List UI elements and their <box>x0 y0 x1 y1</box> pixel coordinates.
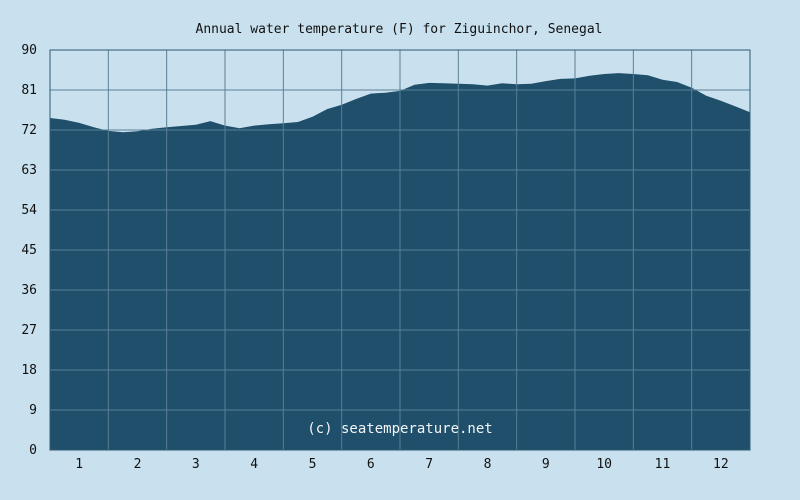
watermark: (c) seatemperature.net <box>307 421 492 437</box>
chart-title: Annual water temperature (F) for Ziguinc… <box>196 22 603 37</box>
y-tick-label: 81 <box>21 83 37 98</box>
x-tick-label: 1 <box>75 457 83 472</box>
x-tick-label: 2 <box>134 457 142 472</box>
x-tick-label: 12 <box>713 457 729 472</box>
y-tick-label: 9 <box>29 403 37 418</box>
x-tick-label: 8 <box>484 457 492 472</box>
x-tick-label: 5 <box>309 457 317 472</box>
x-tick-label: 4 <box>250 457 258 472</box>
y-tick-label: 90 <box>21 43 37 58</box>
y-tick-label: 45 <box>21 243 37 258</box>
y-tick-label: 63 <box>21 163 37 178</box>
y-tick-label: 36 <box>21 283 37 298</box>
plot-border <box>49 49 751 451</box>
y-tick-label: 18 <box>21 363 37 378</box>
x-tick-label: 7 <box>425 457 433 472</box>
x-tick-label: 6 <box>367 457 375 472</box>
y-tick-label: 27 <box>21 323 37 338</box>
x-tick-label: 10 <box>596 457 612 472</box>
x-tick-label: 11 <box>655 457 671 472</box>
x-tick-label: 9 <box>542 457 550 472</box>
y-tick-label: 54 <box>21 203 37 218</box>
y-tick-label: 72 <box>21 123 37 138</box>
y-tick-label: 0 <box>29 443 37 458</box>
x-tick-label: 3 <box>192 457 200 472</box>
